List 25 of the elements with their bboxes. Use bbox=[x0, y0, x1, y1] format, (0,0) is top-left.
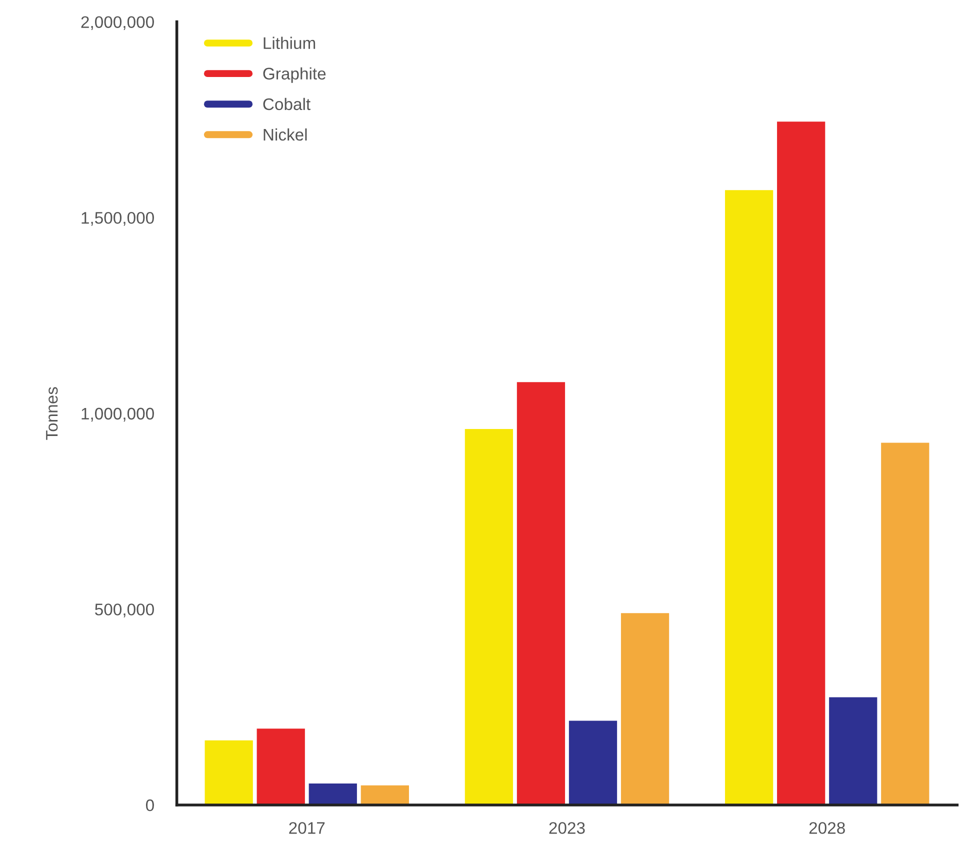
y-axis-title: Tonnes bbox=[46, 387, 58, 440]
y-tick-label: 500,000 bbox=[95, 604, 154, 618]
bar bbox=[620, 613, 670, 805]
legend-label: Graphite bbox=[263, 67, 326, 83]
bar bbox=[516, 382, 566, 805]
bar bbox=[568, 720, 618, 805]
y-tick-label: 1,000,000 bbox=[82, 408, 154, 422]
bar bbox=[204, 740, 253, 805]
bar bbox=[308, 783, 357, 805]
x-tick-label: 2023 bbox=[549, 822, 585, 834]
bar bbox=[256, 728, 305, 805]
bar bbox=[725, 190, 774, 805]
bar bbox=[777, 122, 826, 805]
y-tick-label: 0 bbox=[146, 799, 154, 812]
legend-label: Cobalt bbox=[263, 98, 310, 110]
bar bbox=[881, 442, 930, 805]
bar bbox=[360, 785, 409, 805]
y-tick-label: 1,500,000 bbox=[82, 212, 154, 226]
legend-label: Nickel bbox=[264, 128, 307, 141]
bar bbox=[464, 429, 514, 805]
x-tick-label: 2028 bbox=[809, 822, 845, 834]
x-tick-label: 2017 bbox=[289, 822, 325, 834]
legend-label: Lithium bbox=[264, 36, 316, 50]
bar bbox=[829, 697, 878, 805]
y-tick-label: 2,000,000 bbox=[81, 16, 154, 30]
